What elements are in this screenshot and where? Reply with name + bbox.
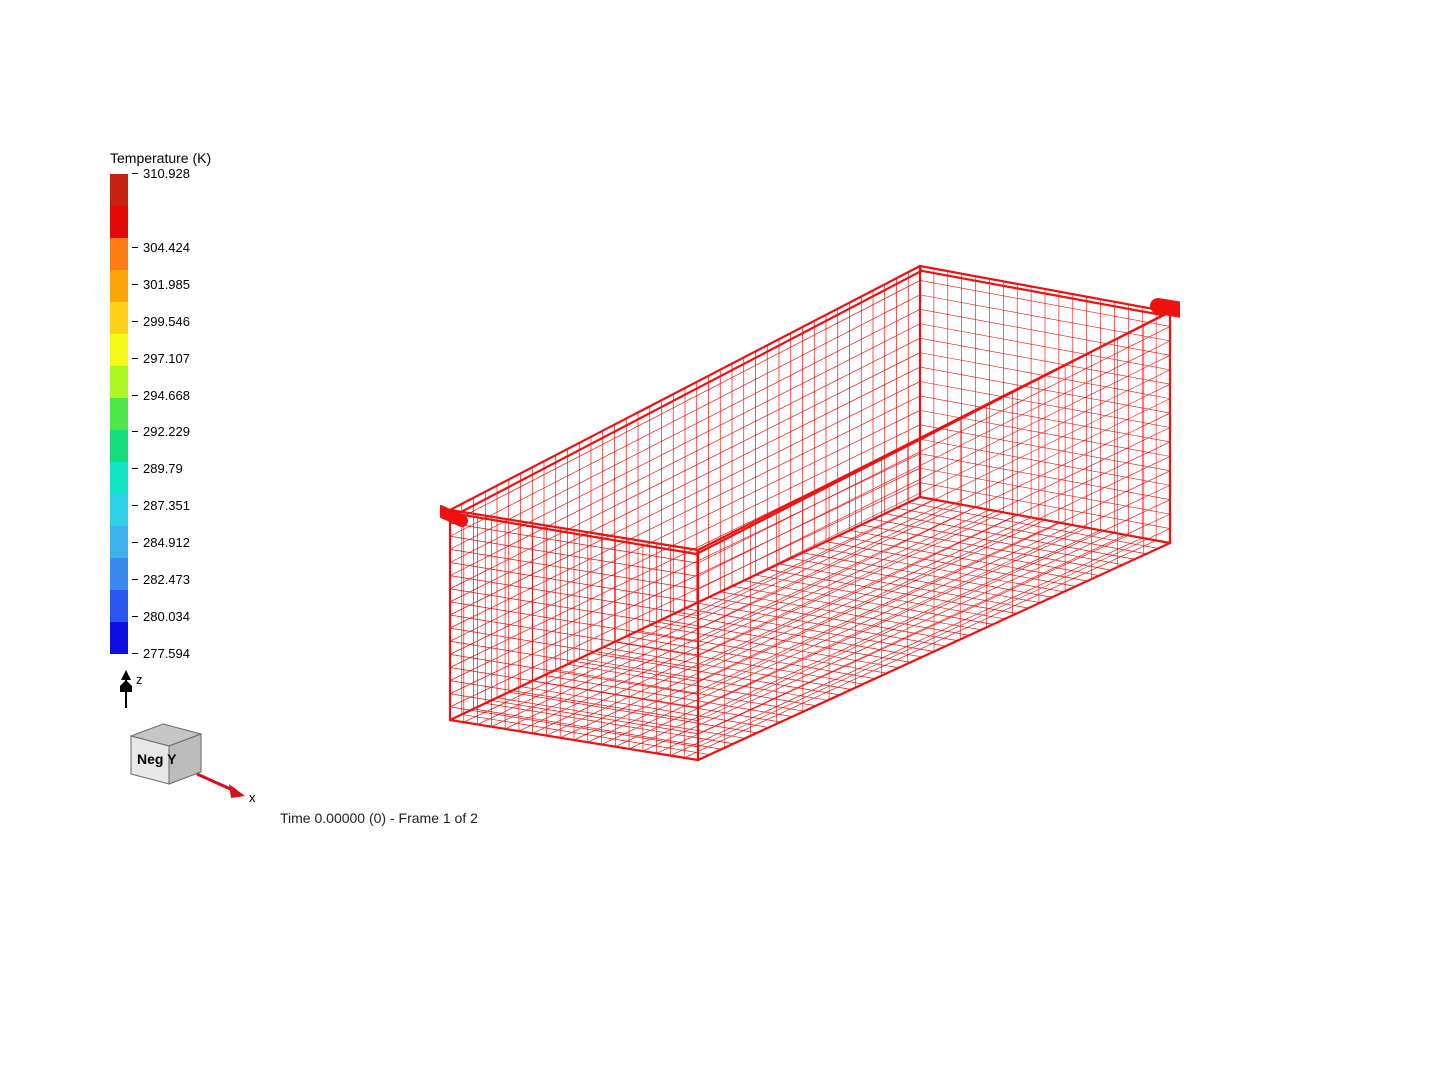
legend-tick-label: 289.79: [143, 461, 183, 476]
axis-triad-svg: z x Neg Y: [108, 668, 268, 808]
legend-tick-label: 301.985: [143, 277, 190, 292]
legend-tick-label: 294.668: [143, 388, 190, 403]
legend-tick-mark: [132, 653, 138, 654]
svg-text:z: z: [136, 672, 143, 687]
legend-colorbar: [110, 174, 128, 654]
legend-tick: 294.668: [132, 388, 190, 403]
mesh-svg: [440, 250, 1180, 770]
legend-tick: 304.424: [132, 240, 190, 255]
legend-tick: 287.351: [132, 498, 190, 513]
legend-tick: 289.79: [132, 461, 183, 476]
legend-title: Temperature (K): [110, 150, 280, 166]
legend-segment: [110, 398, 128, 430]
legend-tick-label: 284.912: [143, 535, 190, 550]
legend-tick-label: 280.034: [143, 609, 190, 624]
svg-text:x: x: [249, 790, 256, 805]
legend-tick-mark: [132, 358, 138, 359]
legend-tick: 301.985: [132, 277, 190, 292]
legend-ticks: 310.928304.424301.985299.546297.107294.6…: [132, 174, 280, 654]
legend-tick-label: 287.351: [143, 498, 190, 513]
legend-tick-label: 310.928: [143, 166, 190, 181]
legend-tick-mark: [132, 284, 138, 285]
legend-segment: [110, 270, 128, 302]
legend-segment: [110, 622, 128, 654]
legend-tick-mark: [132, 431, 138, 432]
legend-segment: [110, 462, 128, 494]
legend-tick-mark: [132, 505, 138, 506]
legend-tick: 292.229: [132, 424, 190, 439]
legend-segment: [110, 494, 128, 526]
legend-tick-label: 299.546: [143, 314, 190, 329]
mesh-render[interactable]: [440, 250, 1180, 760]
legend-tick-label: 297.107: [143, 351, 190, 366]
legend-tick: 299.546: [132, 314, 190, 329]
legend-tick-mark: [132, 173, 138, 174]
legend-tick: 310.928: [132, 166, 190, 181]
legend-tick-mark: [132, 247, 138, 248]
legend-tick-mark: [132, 321, 138, 322]
legend-segment: [110, 174, 128, 206]
legend-segment: [110, 206, 128, 238]
axis-triad[interactable]: z x Neg Y: [108, 668, 268, 808]
legend-tick-label: 292.229: [143, 424, 190, 439]
legend-tick-mark: [132, 579, 138, 580]
legend-segment: [110, 302, 128, 334]
legend-tick: 280.034: [132, 609, 190, 624]
legend-tick-label: 277.594: [143, 646, 190, 661]
legend-body: 310.928304.424301.985299.546297.107294.6…: [110, 174, 280, 654]
legend-tick: 277.594: [132, 646, 190, 661]
legend-tick-mark: [132, 616, 138, 617]
legend-tick-label: 304.424: [143, 240, 190, 255]
legend-tick-label: 282.473: [143, 572, 190, 587]
legend-tick-mark: [132, 395, 138, 396]
legend-segment: [110, 430, 128, 462]
legend-segment: [110, 238, 128, 270]
svg-text:Neg Y: Neg Y: [137, 751, 177, 767]
legend-segment: [110, 590, 128, 622]
legend-tick: 284.912: [132, 535, 190, 550]
legend-tick-mark: [132, 468, 138, 469]
color-legend: Temperature (K) 310.928 304.424 301.985 299…: [110, 150, 280, 654]
legend-segment: [110, 526, 128, 558]
legend-tick-mark: [132, 542, 138, 543]
legend-segment: [110, 558, 128, 590]
frame-label: Time 0.00000 (0) - Frame 1 of 2: [280, 810, 478, 826]
legend-segment: [110, 366, 128, 398]
legend-segment: [110, 334, 128, 366]
simulation-viewport: Temperature (K) 310.928 304.424 301.985 299…: [0, 0, 1440, 1080]
legend-tick: 297.107: [132, 351, 190, 366]
legend-tick: 282.473: [132, 572, 190, 587]
